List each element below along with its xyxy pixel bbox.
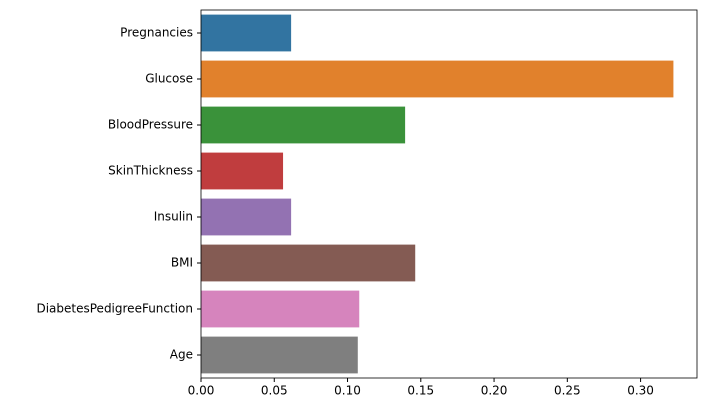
- y-tick-label: BMI: [171, 256, 193, 270]
- x-tick-label: 0.05: [261, 384, 288, 398]
- x-tick-label: 0.20: [481, 384, 508, 398]
- y-tick-label: Insulin: [154, 210, 193, 224]
- x-tick-label: 0.15: [407, 384, 434, 398]
- y-tick-label: Glucose: [145, 72, 193, 86]
- bar: [201, 14, 292, 52]
- bar: [201, 336, 358, 374]
- y-tick-label: Pregnancies: [120, 26, 193, 40]
- bar: [201, 152, 284, 190]
- y-tick-label: SkinThickness: [108, 164, 193, 178]
- x-tick-label: 0.10: [334, 384, 361, 398]
- bar: [201, 60, 674, 98]
- bar: [201, 244, 416, 282]
- bar: [201, 198, 292, 236]
- y-tick-label: Age: [170, 348, 193, 362]
- y-tick-label: DiabetesPedigreeFunction: [36, 302, 193, 316]
- x-tick-label: 0.00: [188, 384, 215, 398]
- y-tick-label: BloodPressure: [108, 118, 193, 132]
- x-tick-label: 0.30: [627, 384, 654, 398]
- x-tick-label: 0.25: [554, 384, 581, 398]
- bar: [201, 106, 406, 144]
- bar: [201, 290, 360, 328]
- axes-frame: [200, 9, 698, 379]
